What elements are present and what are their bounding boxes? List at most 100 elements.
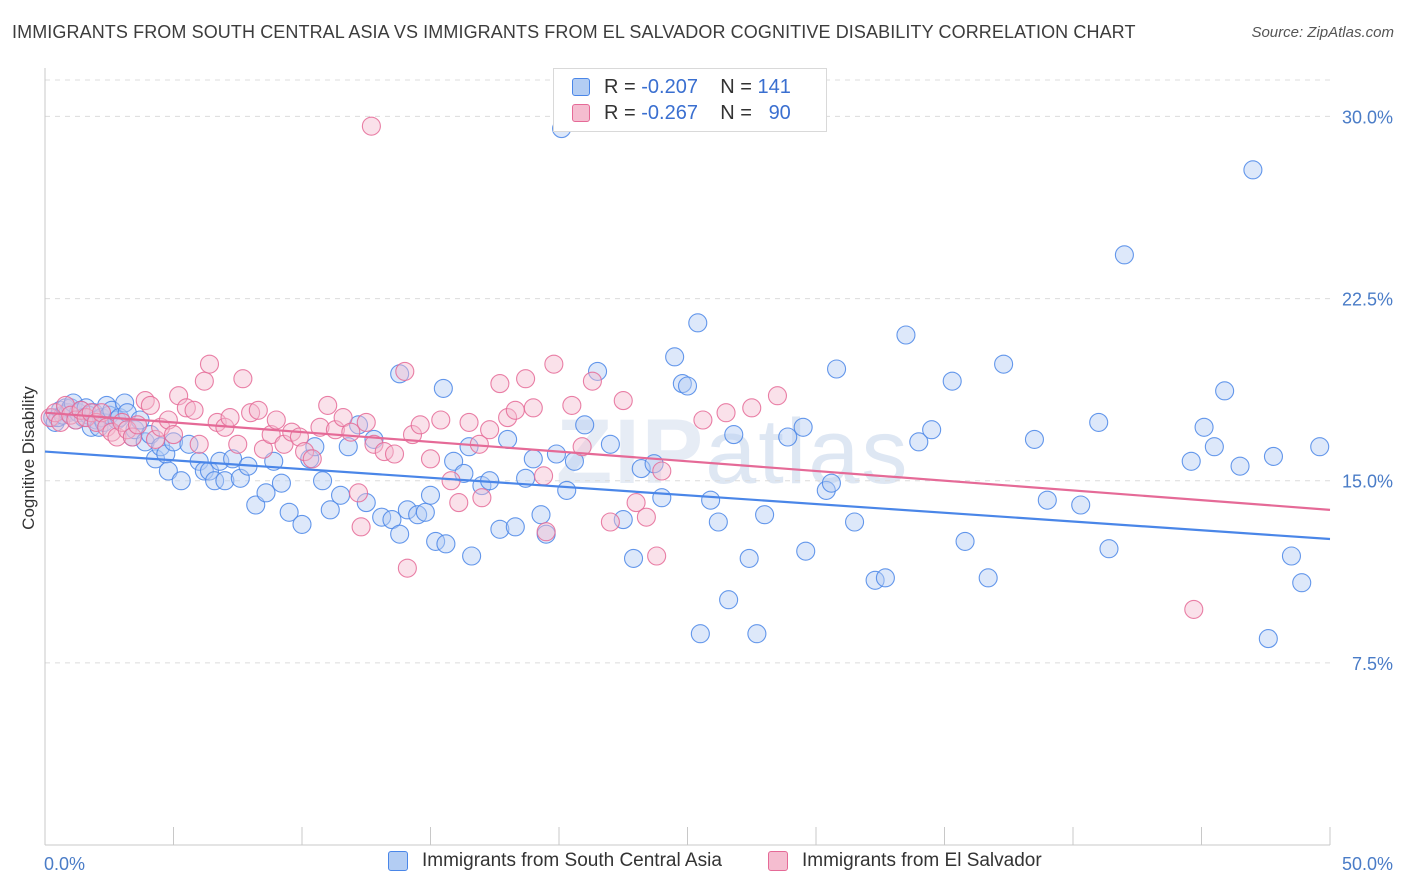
blue-point bbox=[623, 548, 644, 568]
blue-point bbox=[708, 512, 728, 532]
pink-point bbox=[459, 412, 479, 432]
blue-point bbox=[1114, 245, 1134, 265]
pink-point bbox=[397, 558, 417, 578]
chart-title: IMMIGRANTS FROM SOUTH CENTRAL ASIA VS IM… bbox=[12, 22, 1136, 42]
pink-point bbox=[248, 400, 268, 420]
blue-point bbox=[631, 459, 651, 479]
blue-point bbox=[348, 415, 369, 435]
pink-point bbox=[199, 354, 220, 374]
blue-point bbox=[1310, 437, 1330, 457]
blue-point bbox=[1194, 417, 1214, 437]
watermark-bold: ZIP bbox=[556, 401, 706, 503]
legend-label-series2: Immigrants from El Salvador bbox=[802, 850, 1042, 871]
blue-point bbox=[701, 490, 721, 510]
blue-point bbox=[420, 485, 441, 505]
x-tick-label: 50.0% bbox=[1342, 854, 1393, 874]
source-label: Source: ZipAtlas.com bbox=[1251, 24, 1394, 41]
blue-point bbox=[1292, 573, 1312, 593]
pink-point bbox=[364, 434, 384, 454]
blue-point bbox=[942, 371, 962, 391]
blue-point bbox=[909, 432, 929, 452]
watermark: ZIPatlas bbox=[556, 400, 909, 505]
pink-point bbox=[189, 434, 209, 454]
legend-item-south-central-asia[interactable]: Immigrants from South Central Asia bbox=[388, 850, 722, 872]
legend-n-label: N = bbox=[720, 101, 752, 124]
legend-r-label: R = bbox=[604, 101, 636, 124]
blue-point bbox=[279, 502, 299, 522]
pink-point bbox=[516, 369, 536, 389]
pink-point bbox=[536, 522, 556, 542]
blue-point bbox=[1263, 446, 1284, 466]
data-points bbox=[40, 116, 1330, 649]
x-tick-label: 0.0% bbox=[44, 854, 85, 874]
pink-point bbox=[194, 371, 214, 391]
pink-point bbox=[384, 444, 405, 464]
blue-point bbox=[665, 347, 685, 367]
pink-point bbox=[1184, 599, 1204, 619]
blue-point bbox=[408, 505, 428, 525]
pink-point bbox=[295, 442, 315, 462]
pink-point bbox=[228, 434, 248, 454]
blue-point bbox=[1230, 456, 1250, 476]
pink-point bbox=[544, 354, 564, 374]
trend-line-blue bbox=[44, 450, 1331, 541]
blue-point bbox=[1089, 412, 1109, 432]
blue-point bbox=[305, 437, 325, 457]
blue-point bbox=[531, 505, 551, 525]
pink-point bbox=[767, 386, 788, 406]
legend-n-value-1: 141 bbox=[757, 75, 791, 98]
pink-point bbox=[318, 395, 338, 415]
blue-point bbox=[1024, 429, 1044, 449]
blue-point bbox=[436, 534, 456, 554]
blue-point bbox=[444, 451, 464, 471]
pink-point bbox=[274, 434, 294, 454]
blue-point bbox=[755, 505, 775, 525]
pink-point bbox=[647, 546, 667, 566]
pink-point bbox=[122, 427, 142, 447]
legend-swatch-pink bbox=[572, 104, 590, 122]
pink-point bbox=[600, 512, 620, 532]
pink-point bbox=[693, 410, 713, 430]
blue-point bbox=[672, 374, 692, 394]
pink-point bbox=[140, 395, 160, 415]
y-tick-label: 30.0% bbox=[1342, 107, 1393, 127]
legend-swatch-blue bbox=[572, 78, 590, 96]
legend-swatch-blue bbox=[388, 851, 408, 871]
blue-point bbox=[313, 471, 333, 491]
legend-row-series2: R = -0.267 N = 90 bbox=[572, 100, 791, 126]
blue-point bbox=[724, 425, 744, 445]
pink-point bbox=[523, 398, 543, 418]
pink-point bbox=[241, 403, 261, 423]
pink-point bbox=[158, 410, 178, 430]
pink-point bbox=[562, 395, 582, 415]
pink-point bbox=[636, 507, 656, 527]
blue-point bbox=[498, 429, 518, 449]
pink-point bbox=[490, 374, 510, 394]
pink-point bbox=[498, 408, 518, 428]
blue-point bbox=[107, 410, 127, 430]
pink-point bbox=[420, 449, 441, 469]
blue-point bbox=[688, 313, 708, 333]
legend-r-value-2: -0.267 bbox=[641, 101, 698, 124]
pink-point bbox=[716, 403, 736, 423]
pink-point bbox=[184, 400, 204, 420]
blue-point bbox=[600, 434, 620, 454]
blue-point bbox=[171, 471, 191, 491]
y-tick-label: 22.5% bbox=[1342, 290, 1393, 310]
blue-point bbox=[356, 493, 376, 513]
pink-point bbox=[534, 466, 554, 486]
pink-point bbox=[361, 116, 381, 136]
axes bbox=[44, 68, 1331, 846]
pink-point bbox=[480, 420, 500, 440]
blue-point bbox=[677, 376, 698, 396]
legend-item-el-salvador[interactable]: Immigrants from El Salvador bbox=[768, 850, 1042, 872]
blue-point bbox=[793, 417, 813, 437]
pink-point bbox=[472, 488, 492, 508]
blue-point bbox=[778, 427, 798, 447]
blue-point bbox=[390, 364, 410, 384]
blue-point bbox=[747, 624, 767, 644]
pink-point bbox=[176, 398, 196, 418]
blue-point bbox=[158, 461, 178, 481]
legend-row-series1: R = -0.207 N = 141 bbox=[572, 74, 791, 100]
